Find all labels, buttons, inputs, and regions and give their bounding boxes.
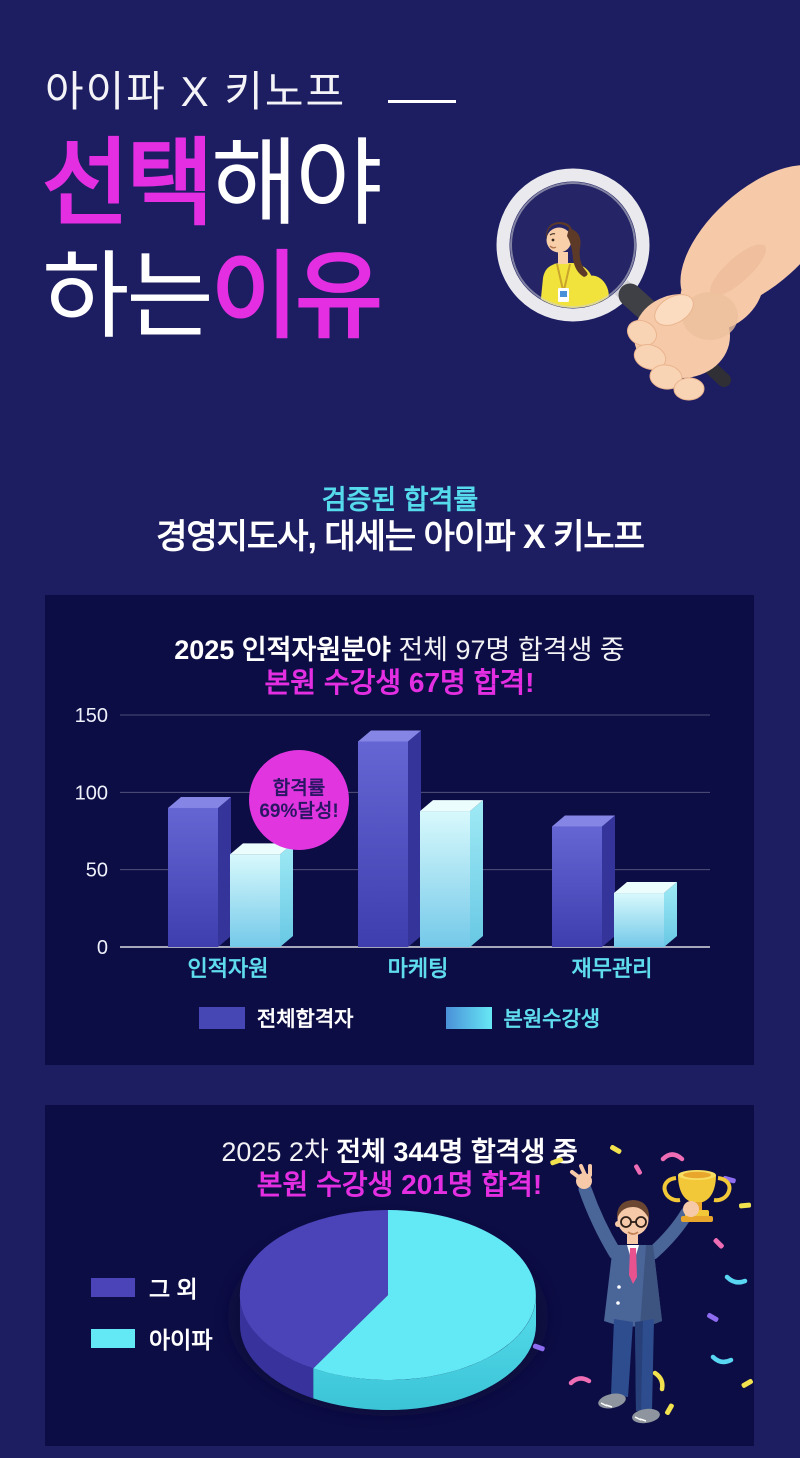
pie-legend-label-others: 그 외 bbox=[149, 1276, 198, 1302]
pie-legend-swatch-aifa bbox=[91, 1328, 135, 1348]
pie-wall-그 외 bbox=[239, 1295, 314, 1399]
x-label-재무관리: 재무관리 bbox=[572, 956, 653, 981]
legend-label-academy: 본원수강생 bbox=[503, 1008, 601, 1031]
main-title: 선택해야 하는이유 bbox=[42, 128, 383, 354]
glasses-icon bbox=[620, 1216, 647, 1228]
legend-swatch-total bbox=[198, 1007, 245, 1029]
legend-swatch-academy bbox=[445, 1007, 492, 1029]
bar-chart-subtitle: 본원 수강생 67명 합격! bbox=[264, 667, 535, 698]
bar-chart-title: 2025 인적자원분야 전체 97명 합격생 중 bbox=[45, 628, 754, 667]
pie-slice-아이파 bbox=[313, 1210, 536, 1380]
bar-전체합격자-재무관리 bbox=[552, 815, 615, 947]
bar-title-strong: 2025 인적자원분야 bbox=[174, 635, 391, 665]
pie-legend-item-others: 그 외 bbox=[91, 1270, 212, 1304]
holding-hand bbox=[626, 165, 800, 401]
title-accent-1: 선택 bbox=[42, 131, 214, 237]
pie-title-light: 2025 2차 bbox=[221, 1137, 337, 1167]
bar-전체합격자-마케팅 bbox=[358, 730, 421, 947]
x-label-인적자원: 인적자원 bbox=[188, 956, 269, 981]
title-light-1: 해야 bbox=[210, 131, 383, 237]
pie-title-strong: 전체 344명 합격생 중 bbox=[336, 1137, 578, 1167]
bar-본원수강생-재무관리 bbox=[614, 882, 677, 947]
legend-item-academy: 본원수강생 bbox=[445, 1003, 601, 1033]
lens-ring bbox=[496, 168, 650, 322]
pie-chart-title: 2025 2차 전체 344명 합격생 중 bbox=[45, 1130, 754, 1169]
pie-wall-아이파 bbox=[313, 1295, 536, 1411]
badge-line2: 69%달성! bbox=[259, 801, 339, 822]
pie-legend-label-aifa: 아이파 bbox=[149, 1327, 213, 1353]
section-kicker: 검증된 합격률 bbox=[321, 485, 479, 515]
x-label-마케팅: 마케팅 bbox=[388, 956, 449, 981]
y-tick-150: 150 bbox=[75, 705, 108, 727]
main-title-line1: 선택해야 bbox=[42, 128, 383, 241]
main-title-line2: 하는이유 bbox=[42, 241, 383, 354]
y-tick-100: 100 bbox=[75, 782, 108, 804]
lens-inner-rim bbox=[510, 182, 636, 308]
y-tick-50: 50 bbox=[86, 860, 108, 882]
title-accent-2: 이유 bbox=[210, 244, 383, 350]
celebrating-man bbox=[570, 1164, 732, 1424]
pie-legend-item-aifa: 아이파 bbox=[91, 1321, 212, 1355]
bar-chart-legend: 전체합격자 본원수강생 bbox=[45, 1003, 754, 1033]
pie-chart-panel: 2025 2차 전체 344명 합격생 중 본원 수강생 201명 합격! 그 … bbox=[45, 1105, 754, 1446]
bar-title-rest: 전체 97명 합격생 중 bbox=[390, 635, 625, 665]
legend-item-total: 전체합격자 bbox=[198, 1003, 354, 1033]
confetti bbox=[532, 1145, 753, 1415]
brand-lockup: 아이파 X 키노프 bbox=[45, 68, 347, 115]
bar-본원수강생-인적자원 bbox=[230, 843, 293, 947]
bar-chart-panel: 0 50 100 150 인적자원 마케팅 재무관리 2025 인적자원분야 전체 97명 … bbox=[45, 595, 754, 1065]
magnifier-illustration bbox=[496, 165, 800, 401]
pie-chart-subtitle: 본원 수강생 201명 합격! bbox=[256, 1169, 543, 1200]
section-headline: 경영지도사, 대세는 아이파 X 키노프 bbox=[156, 518, 645, 556]
celebrating-man-illustration bbox=[532, 1145, 753, 1424]
pass-rate-badge: 합격률 69%달성! bbox=[249, 750, 349, 850]
title-light-2: 하는 bbox=[42, 244, 214, 350]
y-tick-0: 0 bbox=[97, 937, 108, 959]
pie-slice-그 외 bbox=[239, 1210, 388, 1369]
badge-line1: 합격률 bbox=[272, 778, 326, 799]
brand-underline-decoration bbox=[388, 100, 456, 103]
woman-in-lens bbox=[540, 222, 609, 308]
pie-chart-svg bbox=[228, 1210, 548, 1416]
pie-chart-legend: 그 외 아이파 bbox=[91, 1270, 212, 1372]
pie-legend-swatch-others bbox=[91, 1277, 135, 1297]
bar-chart-svg: 0 50 100 150 인적자원 마케팅 재무관리 bbox=[75, 705, 710, 981]
bar-전체합격자-인적자원 bbox=[168, 796, 231, 947]
legend-label-total: 전체합격자 bbox=[256, 1008, 354, 1031]
bar-본원수강생-마케팅 bbox=[420, 800, 483, 947]
